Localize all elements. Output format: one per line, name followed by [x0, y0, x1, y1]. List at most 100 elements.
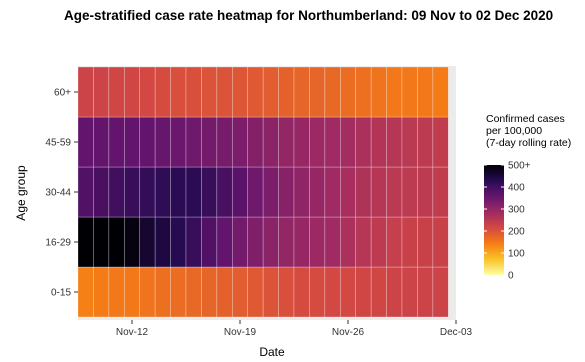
color-bar: [484, 165, 504, 275]
heatmap-cell: [293, 216, 310, 268]
y-axis-title: Age group: [14, 165, 28, 221]
heatmap-cell: [417, 166, 434, 218]
heatmap-cell: [293, 116, 310, 168]
heatmap-cell: [262, 116, 279, 168]
heatmap-cell: [278, 116, 295, 168]
heatmap-cell: [355, 66, 372, 118]
heatmap-cell: [401, 66, 418, 118]
heatmap-cell: [262, 166, 279, 218]
heatmap-cell: [139, 116, 156, 168]
heatmap-cell: [417, 66, 434, 118]
heatmap-cell: [77, 166, 94, 218]
heatmap-cell: [139, 166, 156, 218]
heatmap-cell: [293, 266, 310, 318]
color-bar-ticks: 0 100 200 300 400 500+: [484, 161, 531, 282]
heatmap-cell: [370, 266, 387, 318]
heatmap-cell: [123, 216, 141, 268]
heatmap-cell: [432, 166, 449, 218]
x-axis: Nov-12 Nov-19 Nov-26 Dec-03: [116, 320, 473, 338]
heatmap-cell: [201, 66, 218, 118]
heatmap-cell: [231, 116, 249, 168]
chart-title: Age-stratified case rate heatmap for Nor…: [64, 8, 554, 23]
heatmap-cell: [123, 66, 141, 118]
heatmap-cell: [324, 66, 341, 118]
legend-title-line-2: per 100,000: [486, 125, 542, 137]
heatmap-cell: [278, 166, 295, 218]
heatmap-cell: [201, 216, 218, 268]
heatmap-cell: [231, 66, 249, 118]
heatmap-cell: [185, 166, 202, 218]
heatmap-cell: [339, 116, 357, 168]
heatmap-cell: [262, 216, 279, 268]
heatmap-cell: [247, 266, 264, 318]
heatmap-cell: [185, 216, 202, 268]
color-legend: Confirmed cases per 100,000 (7-day rolli…: [484, 113, 571, 282]
y-axis: 0-15 16-29 30-44 45-59 60+: [45, 88, 78, 299]
heatmap-cell: [262, 66, 279, 118]
heatmap-cell: [386, 116, 403, 168]
heatmap-cell: [355, 116, 372, 168]
y-tick-label: 0-15: [51, 288, 71, 299]
heatmap-cell: [324, 116, 341, 168]
heatmap-cell: [216, 166, 233, 218]
heatmap-cell: [339, 266, 357, 318]
heatmap-cell: [185, 66, 202, 118]
heatmap-cell: [262, 266, 279, 318]
heatmap-cell: [309, 266, 326, 318]
heatmap-cell: [170, 66, 187, 118]
heatmap-cell: [108, 216, 125, 268]
heatmap-cell: [139, 266, 156, 318]
heatmap-cell: [201, 266, 218, 318]
heatmap-cell: [216, 116, 233, 168]
heatmap-cell: [93, 166, 110, 218]
y-tick-label: 60+: [54, 88, 71, 99]
heatmap-cell: [355, 266, 372, 318]
heatmap-cell: [77, 116, 94, 168]
heatmap-cell: [154, 166, 171, 218]
heatmap-cell: [370, 116, 387, 168]
legend-tick-label: 100: [508, 249, 525, 260]
heatmap-cell: [123, 266, 141, 318]
legend-tick-label: 0: [508, 271, 514, 282]
heatmap-cell: [170, 216, 187, 268]
heatmap-cell: [309, 116, 326, 168]
y-tick-label: 30-44: [45, 188, 71, 199]
heatmap-cell: [355, 166, 372, 218]
heatmap-cell: [93, 66, 110, 118]
heatmap-cell: [309, 66, 326, 118]
y-tick-label: 16-29: [45, 238, 71, 249]
heatmap-cell: [123, 116, 141, 168]
heatmap-cell: [432, 216, 449, 268]
heatmap-cell: [154, 266, 171, 318]
heatmap-cell: [278, 266, 295, 318]
heatmap-cell: [293, 166, 310, 218]
heatmap-cell: [108, 66, 125, 118]
heatmap-cell: [386, 66, 403, 118]
heatmap-cell: [401, 116, 418, 168]
heatmap-cell: [154, 116, 171, 168]
x-tick-label: Nov-26: [332, 327, 365, 338]
heatmap-cell: [324, 216, 341, 268]
heatmap-cell: [370, 66, 387, 118]
x-tick-label: Nov-19: [224, 327, 257, 338]
heatmap-cell: [231, 266, 249, 318]
heatmap-cell: [108, 166, 125, 218]
heatmap-cell: [185, 266, 202, 318]
heatmap-cell: [386, 266, 403, 318]
heatmap-cell: [417, 216, 434, 268]
heatmap-cell: [216, 66, 233, 118]
heatmap-cell: [77, 266, 94, 318]
heatmap-cell: [108, 266, 125, 318]
x-axis-title: Date: [259, 345, 285, 359]
heatmap-cell: [309, 216, 326, 268]
x-tick-label: Dec-03: [440, 327, 473, 338]
heatmap-cell: [216, 216, 233, 268]
heatmap-cell: [324, 266, 341, 318]
heatmap-cell: [93, 116, 110, 168]
heatmap-cell: [293, 66, 310, 118]
heatmap-cell: [154, 216, 171, 268]
heatmap-cell: [401, 166, 418, 218]
heatmap-cell: [432, 66, 449, 118]
heatmap-cell: [417, 116, 434, 168]
